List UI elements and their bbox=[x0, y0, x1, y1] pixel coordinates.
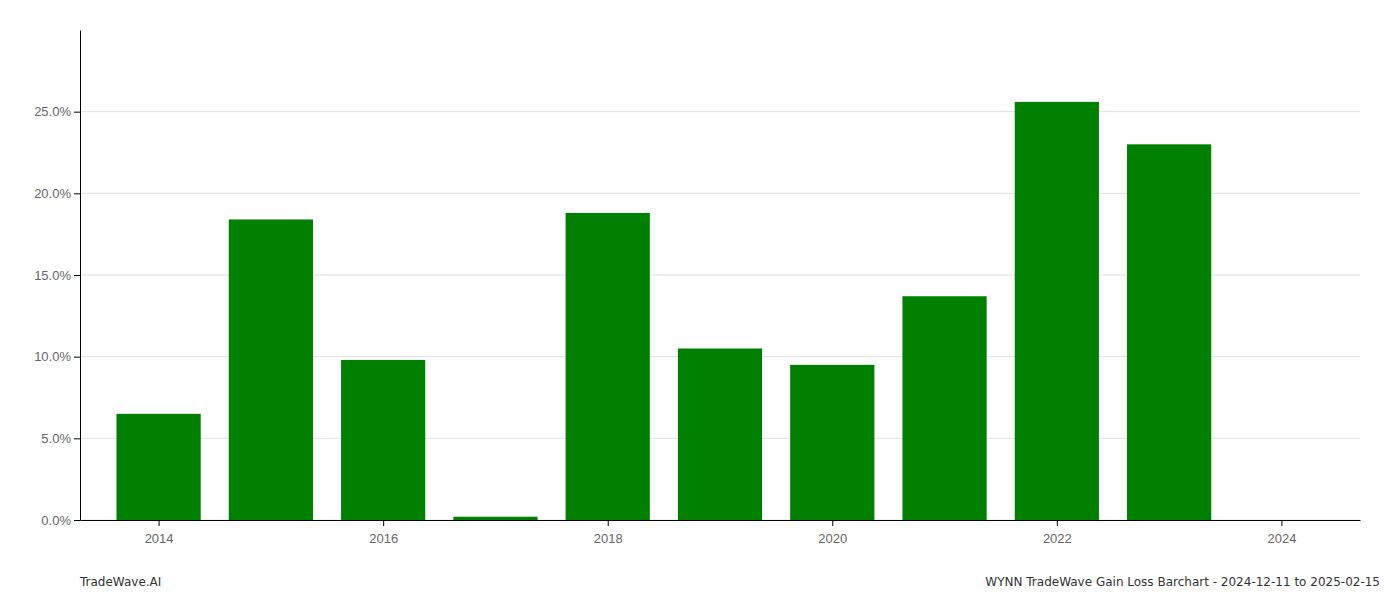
y-tick-label: 10.0% bbox=[34, 349, 71, 364]
y-tick-mark bbox=[74, 357, 80, 358]
x-tick-label: 2018 bbox=[594, 531, 623, 546]
x-axis: 2014 2016 2018 2020 2022 2024 bbox=[81, 520, 1361, 546]
x-tick: 2016 bbox=[369, 520, 398, 546]
x-tick-mark bbox=[1057, 520, 1058, 526]
x-tick: 2020 bbox=[818, 520, 847, 546]
y-tick-label: 20.0% bbox=[34, 186, 71, 201]
x-tick: 2018 bbox=[594, 520, 623, 546]
y-tick-mark bbox=[74, 275, 80, 276]
y-tick-mark bbox=[74, 112, 80, 113]
grid-line bbox=[80, 111, 1360, 112]
x-tick-label: 2016 bbox=[369, 531, 398, 546]
y-tick: 10.0% bbox=[34, 349, 80, 364]
bar bbox=[453, 517, 537, 520]
y-tick: 20.0% bbox=[34, 186, 80, 201]
y-tick-mark bbox=[74, 438, 80, 439]
x-tick-mark bbox=[608, 520, 609, 526]
y-tick: 25.0% bbox=[34, 104, 80, 119]
x-tick-mark bbox=[832, 520, 833, 526]
bar bbox=[1127, 144, 1211, 520]
y-tick-label: 0.0% bbox=[41, 513, 71, 528]
footer: WYNN TradeWave Gain Loss Barchart - 2024… bbox=[985, 575, 1380, 589]
y-axis-line bbox=[80, 31, 81, 521]
x-tick-mark bbox=[383, 520, 384, 526]
y-tick-mark bbox=[74, 193, 80, 194]
x-tick-mark bbox=[1281, 520, 1282, 526]
grid bbox=[80, 112, 1360, 520]
bar bbox=[229, 219, 313, 520]
x-tick-label: 2022 bbox=[1043, 531, 1072, 546]
x-tick: 2022 bbox=[1043, 520, 1072, 546]
x-tick-label: 2024 bbox=[1267, 531, 1296, 546]
y-tick-mark bbox=[74, 520, 80, 521]
footer: TradeWave.AI bbox=[79, 575, 161, 589]
y-tick: 0.0% bbox=[41, 513, 80, 528]
y-tick-label: 15.0% bbox=[34, 268, 71, 283]
x-tick-mark bbox=[159, 520, 160, 526]
y-tick-label: 5.0% bbox=[41, 431, 71, 446]
plot: 2014 2016 2018 2020 2022 2024 0.0% 5.0% 10.0% 15.… bbox=[34, 31, 1360, 547]
x-tick: 2024 bbox=[1267, 520, 1296, 546]
bar bbox=[678, 349, 762, 521]
chart: 2014 2016 2018 2020 2022 2024 0.0% 5.0% 10.0% 15.… bbox=[0, 0, 1400, 600]
y-tick: 5.0% bbox=[41, 431, 80, 446]
y-tick-label: 25.0% bbox=[34, 104, 71, 119]
x-axis-line bbox=[81, 520, 1361, 521]
bar bbox=[902, 296, 986, 520]
y-tick: 15.0% bbox=[34, 268, 80, 283]
bar bbox=[116, 414, 200, 520]
x-tick: 2014 bbox=[145, 520, 174, 546]
bar bbox=[790, 365, 874, 520]
x-tick-label: 2020 bbox=[818, 531, 847, 546]
bar bbox=[566, 213, 650, 520]
bar bbox=[1015, 102, 1099, 520]
bars bbox=[116, 102, 1211, 520]
y-axis: 0.0% 5.0% 10.0% 15.0% 20.0% 25.0% bbox=[34, 31, 80, 528]
x-tick-label: 2014 bbox=[145, 531, 174, 546]
bar bbox=[341, 360, 425, 520]
